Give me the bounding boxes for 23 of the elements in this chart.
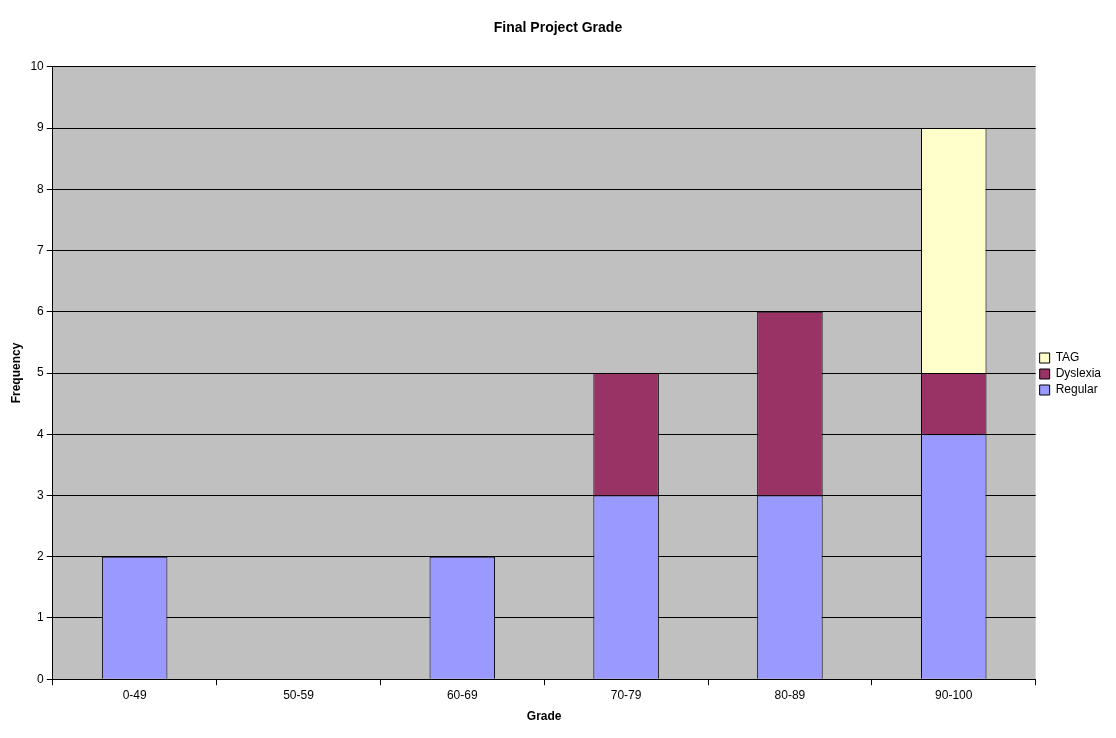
y-tick-label: 0 <box>37 671 45 686</box>
y-tick-label: 9 <box>37 120 45 135</box>
x-tick-label: 80-89 <box>774 687 806 702</box>
y-tick-label: 2 <box>37 549 45 564</box>
y-tick-label: 1 <box>37 610 45 625</box>
chart-title: Final Project Grade <box>493 19 623 36</box>
y-tick-label: 3 <box>37 487 45 502</box>
x-tick-label: 0-49 <box>122 687 147 702</box>
y-tick-label: 8 <box>37 181 45 196</box>
legend-label: TAG <box>1055 350 1080 365</box>
y-axis-title: Frequency <box>8 342 23 404</box>
y-tick-label: 10 <box>30 59 45 74</box>
x-tick-label: 60-69 <box>446 687 478 702</box>
x-tick-label: 90-100 <box>935 687 973 702</box>
legend-label: Regular <box>1055 382 1098 397</box>
y-tick-label: 7 <box>37 242 45 257</box>
y-tick-label: 6 <box>37 304 45 319</box>
x-tick-label: 70-79 <box>610 687 642 702</box>
legend-label: Dyslexia <box>1055 366 1102 381</box>
y-tick-label: 4 <box>37 426 45 441</box>
x-axis-title: Grade <box>526 709 562 724</box>
x-tick-label: 50-59 <box>283 687 315 702</box>
y-tick-label: 5 <box>37 365 45 380</box>
